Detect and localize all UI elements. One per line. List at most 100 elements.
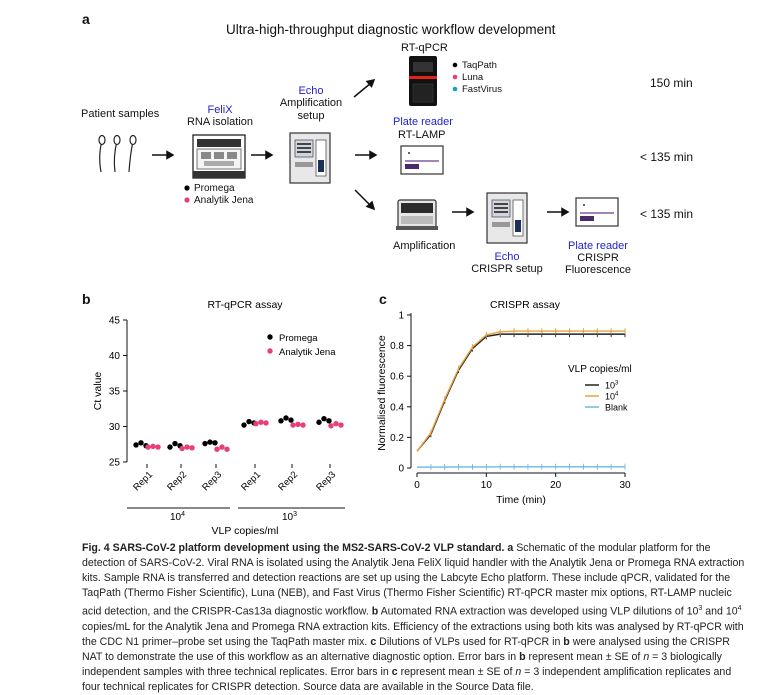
data-point	[246, 419, 251, 424]
luna-dot	[453, 75, 458, 80]
y-tick-label: 45	[109, 316, 121, 327]
y-tick-label: 0	[398, 464, 404, 475]
chart-b-title: RT-qPCR assay	[207, 299, 283, 311]
data-point	[290, 422, 295, 427]
caption-b-sup-2: 4	[738, 605, 742, 612]
x-axis-label: VLP copies/ml	[212, 525, 279, 537]
x-axis-label: Time (min)	[496, 494, 546, 506]
jena-dot	[184, 197, 189, 202]
legend-label: Analytik Jena	[279, 347, 336, 358]
time-crispr: < 135 min	[640, 207, 693, 221]
y-tick-label: 0.4	[390, 402, 404, 413]
data-point	[219, 444, 224, 449]
echo-label-1: Echo	[276, 85, 346, 97]
x-tick-label: 10	[481, 480, 493, 491]
x-tick-label: Rep2	[165, 469, 189, 493]
caption-c-text-1: Dilutions of VLPs used for RT-qPCR in	[376, 636, 563, 648]
plate-reader-icon	[576, 198, 618, 226]
data-point	[253, 421, 258, 426]
y-tick-label: 0.2	[390, 433, 404, 444]
data-point	[295, 422, 300, 427]
rtqpcr-label: RT-qPCR	[401, 42, 448, 54]
fluorescence-label: Fluorescence	[558, 264, 638, 276]
data-point	[212, 440, 217, 445]
caption-c-text-3: represent mean ± SE of	[526, 651, 644, 663]
time-qpcr: 150 min	[650, 76, 693, 90]
data-point	[288, 417, 293, 422]
data-point	[155, 444, 160, 449]
data-point	[326, 418, 331, 423]
plate-reader-label-2: Plate reader	[563, 240, 633, 252]
x-tick-label: Rep3	[200, 469, 224, 493]
legend-label: 103	[605, 381, 619, 391]
data-point	[133, 442, 138, 447]
luna-label: Luna	[462, 72, 483, 83]
data-point	[316, 420, 321, 425]
data-point	[179, 446, 184, 451]
crispr-setup-label: CRISPR setup	[462, 263, 552, 275]
legend-marker	[267, 348, 272, 353]
data-point	[321, 416, 326, 421]
taqpath-dot	[453, 63, 458, 68]
y-tick-label: 0.8	[390, 341, 404, 352]
echo-machine-icon	[487, 193, 527, 243]
legend-label: 104	[605, 392, 619, 402]
figure-caption: Fig. 4 SARS-CoV-2 platform development u…	[82, 541, 752, 695]
x-tick-label: Rep2	[276, 469, 300, 493]
data-point	[202, 441, 207, 446]
x-tick-label: 30	[619, 480, 631, 491]
time-lamp: < 135 min	[640, 150, 693, 164]
data-point	[207, 439, 212, 444]
data-point	[300, 422, 305, 427]
plate-reader-icon	[401, 146, 443, 174]
y-axis-label: Ct value	[92, 372, 104, 411]
y-axis-label: Normalised fluorescence	[376, 335, 388, 451]
y-tick-label: 0.6	[390, 372, 404, 383]
echo-machine-icon	[290, 133, 330, 183]
rna-isolation-label: RNA isolation	[170, 116, 270, 128]
y-tick-label: 25	[109, 458, 121, 469]
y-tick-label: 30	[109, 422, 121, 433]
x-tick-label: Rep1	[239, 469, 263, 493]
data-point	[172, 441, 177, 446]
x-tick-label: Rep1	[131, 469, 155, 493]
group-label: 104	[170, 511, 185, 523]
x-tick-label: 20	[550, 480, 562, 491]
data-point	[184, 444, 189, 449]
x-tick-label: Rep3	[314, 469, 338, 493]
caption-c-text-5: represent mean ± SE of	[398, 666, 516, 678]
felix-machine-icon	[193, 135, 245, 178]
data-point	[224, 447, 229, 452]
felix-label: FeliX	[180, 104, 260, 116]
amplification-label: Amplification	[393, 240, 455, 252]
x-tick-label: 0	[414, 480, 420, 491]
crispr-label: CRISPR	[563, 252, 633, 264]
legend-marker	[267, 334, 272, 339]
chart-c-title: CRISPR assay	[490, 299, 561, 311]
caption-b-text-1: Automated RNA extraction was developed u…	[378, 606, 698, 618]
data-point	[263, 420, 268, 425]
plate-reader-label-1: Plate reader	[393, 116, 453, 128]
legend-label: Blank	[605, 403, 628, 413]
promega-label: Promega	[194, 183, 235, 194]
promega-dot	[184, 185, 189, 190]
y-tick-label: 35	[109, 387, 121, 398]
workflow-schematic	[0, 0, 782, 290]
data-point	[167, 444, 172, 449]
data-point	[278, 418, 283, 423]
amplification-machine-icon	[396, 200, 438, 230]
y-tick-label: 40	[109, 351, 121, 362]
echo-label-2: Echo	[472, 251, 542, 263]
data-point	[241, 422, 246, 427]
patient-samples-label: Patient samples	[81, 108, 159, 120]
data-point	[258, 420, 263, 425]
data-point	[145, 444, 150, 449]
jena-label: Analytik Jena	[194, 195, 253, 206]
data-point	[138, 440, 143, 445]
data-point	[214, 447, 219, 452]
amp-setup-label: Amplification setup	[272, 97, 350, 123]
qpcr-machine-icon	[409, 56, 437, 106]
data-point	[328, 423, 333, 428]
caption-b-text-2: and 10	[702, 606, 737, 618]
